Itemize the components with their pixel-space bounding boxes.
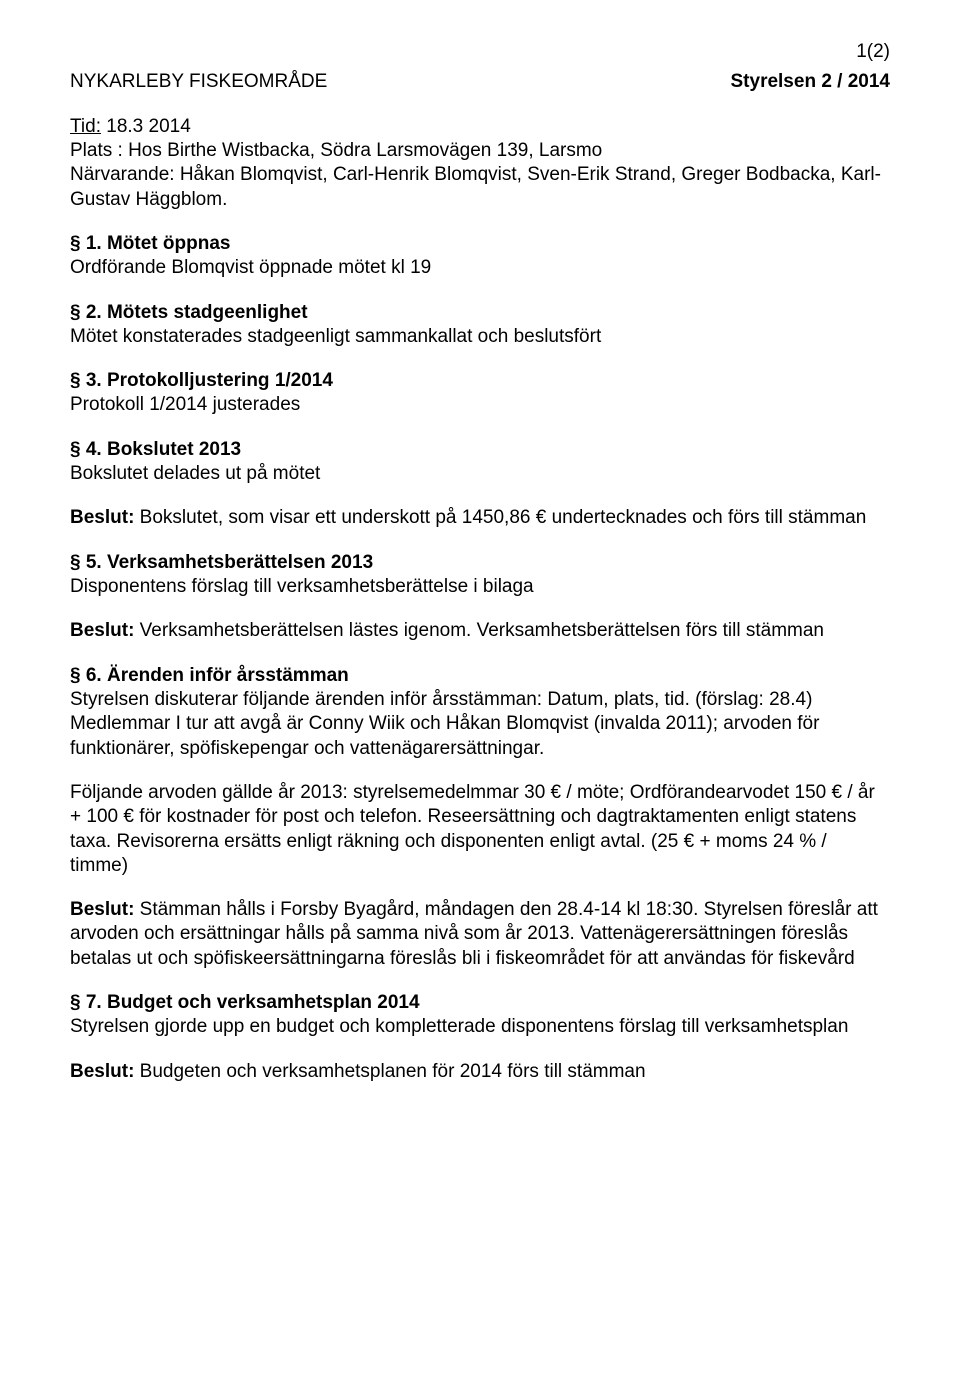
meeting-attendees: Närvarande: Håkan Blomqvist, Carl-Henrik…	[70, 163, 890, 212]
section-6-text1: Styrelsen diskuterar följande ärenden in…	[70, 688, 890, 761]
section-6-beslut: Beslut: Stämman hålls i Forsby Byagård, …	[70, 898, 890, 971]
document-header: NYKARLEBY FISKEOMRÅDE Styrelsen 2 / 2014	[70, 70, 890, 94]
section-6-text2-block: Följande arvoden gällde år 2013: styrels…	[70, 781, 890, 878]
beslut-text: Stämman hålls i Forsby Byagård, måndagen…	[70, 899, 878, 969]
section-6: § 6. Ärenden inför årsstämman Styrelsen …	[70, 664, 890, 761]
page-number: 1(2)	[70, 40, 890, 64]
section-5-text: Disponentens förslag till verksamhetsber…	[70, 575, 890, 599]
section-7: § 7. Budget och verksamhetsplan 2014 Sty…	[70, 991, 890, 1040]
meeting-place: Plats : Hos Birthe Wistbacka, Södra Lars…	[70, 139, 890, 163]
section-4-text: Bokslutet delades ut på mötet	[70, 462, 890, 486]
section-1: § 1. Mötet öppnas Ordförande Blomqvist ö…	[70, 232, 890, 281]
section-4-beslut: Beslut: Bokslutet, som visar ett undersk…	[70, 506, 890, 530]
org-title: NYKARLEBY FISKEOMRÅDE	[70, 70, 327, 94]
section-2-text: Mötet konstaterades stadgeenligt sammank…	[70, 325, 890, 349]
section-1-title: § 1. Mötet öppnas	[70, 232, 890, 256]
section-5: § 5. Verksamhetsberättelsen 2013 Dispone…	[70, 551, 890, 600]
meeting-time: Tid: 18.3 2014	[70, 115, 890, 139]
document-page: 1(2) NYKARLEBY FISKEOMRÅDE Styrelsen 2 /…	[0, 0, 960, 1375]
section-4-title: § 4. Bokslutet 2013	[70, 438, 890, 462]
section-2-title: § 2. Mötets stadgeenlighet	[70, 301, 890, 325]
tid-value: 18.3 2014	[101, 116, 191, 137]
section-3: § 3. Protokolljustering 1/2014 Protokoll…	[70, 369, 890, 418]
section-6-text2: Följande arvoden gällde år 2013: styrels…	[70, 781, 890, 878]
section-6-title: § 6. Ärenden inför årsstämman	[70, 664, 890, 688]
section-5-title: § 5. Verksamhetsberättelsen 2013	[70, 551, 890, 575]
section-5-beslut: Beslut: Verksamhetsberättelsen lästes ig…	[70, 619, 890, 643]
section-3-text: Protokoll 1/2014 justerades	[70, 393, 890, 417]
beslut-text: Bokslutet, som visar ett underskott på 1…	[134, 507, 866, 528]
beslut-label: Beslut:	[70, 1061, 134, 1082]
beslut-label: Beslut:	[70, 507, 134, 528]
section-7-title: § 7. Budget och verksamhetsplan 2014	[70, 991, 890, 1015]
section-3-title: § 3. Protokolljustering 1/2014	[70, 369, 890, 393]
tid-label: Tid:	[70, 116, 101, 137]
section-4: § 4. Bokslutet 2013 Bokslutet delades ut…	[70, 438, 890, 487]
section-7-beslut: Beslut: Budgeten och verksamhetsplanen f…	[70, 1060, 890, 1084]
beslut-label: Beslut:	[70, 899, 134, 920]
section-1-text: Ordförande Blomqvist öppnade mötet kl 19	[70, 256, 890, 280]
meeting-ref: Styrelsen 2 / 2014	[731, 70, 891, 94]
section-2: § 2. Mötets stadgeenlighet Mötet konstat…	[70, 301, 890, 350]
beslut-text: Budgeten och verksamhetsplanen för 2014 …	[134, 1061, 645, 1082]
section-7-text: Styrelsen gjorde upp en budget och kompl…	[70, 1015, 890, 1039]
beslut-text: Verksamhetsberättelsen lästes igenom. Ve…	[134, 620, 824, 641]
beslut-label: Beslut:	[70, 620, 134, 641]
